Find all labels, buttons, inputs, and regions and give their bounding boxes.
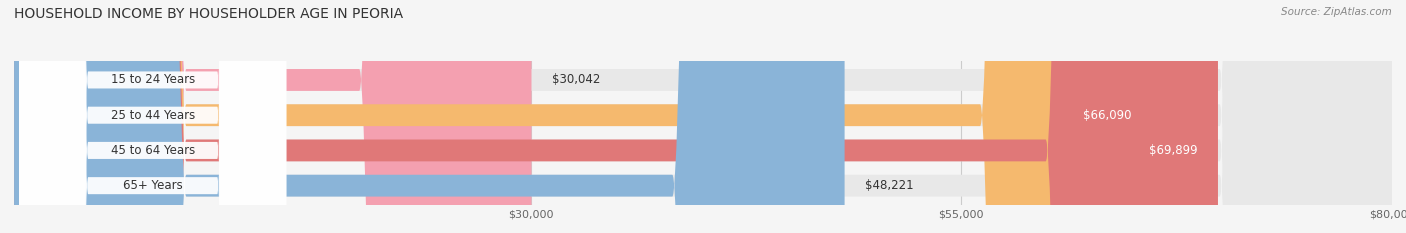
FancyBboxPatch shape <box>20 0 287 233</box>
FancyBboxPatch shape <box>14 0 1392 233</box>
Text: 15 to 24 Years: 15 to 24 Years <box>111 73 195 86</box>
FancyBboxPatch shape <box>14 0 1153 233</box>
Text: Source: ZipAtlas.com: Source: ZipAtlas.com <box>1281 7 1392 17</box>
Text: $48,221: $48,221 <box>865 179 914 192</box>
FancyBboxPatch shape <box>14 0 1392 233</box>
FancyBboxPatch shape <box>20 0 287 233</box>
FancyBboxPatch shape <box>14 0 1392 233</box>
FancyBboxPatch shape <box>20 0 287 233</box>
FancyBboxPatch shape <box>20 0 287 233</box>
Text: 25 to 44 Years: 25 to 44 Years <box>111 109 195 122</box>
Text: 65+ Years: 65+ Years <box>122 179 183 192</box>
Text: $30,042: $30,042 <box>553 73 600 86</box>
FancyBboxPatch shape <box>14 0 845 233</box>
FancyBboxPatch shape <box>14 0 531 233</box>
FancyBboxPatch shape <box>14 0 1392 233</box>
FancyBboxPatch shape <box>14 0 1218 233</box>
Text: $66,090: $66,090 <box>1083 109 1132 122</box>
Text: $69,899: $69,899 <box>1149 144 1198 157</box>
Text: HOUSEHOLD INCOME BY HOUSEHOLDER AGE IN PEORIA: HOUSEHOLD INCOME BY HOUSEHOLDER AGE IN P… <box>14 7 404 21</box>
Text: 45 to 64 Years: 45 to 64 Years <box>111 144 195 157</box>
